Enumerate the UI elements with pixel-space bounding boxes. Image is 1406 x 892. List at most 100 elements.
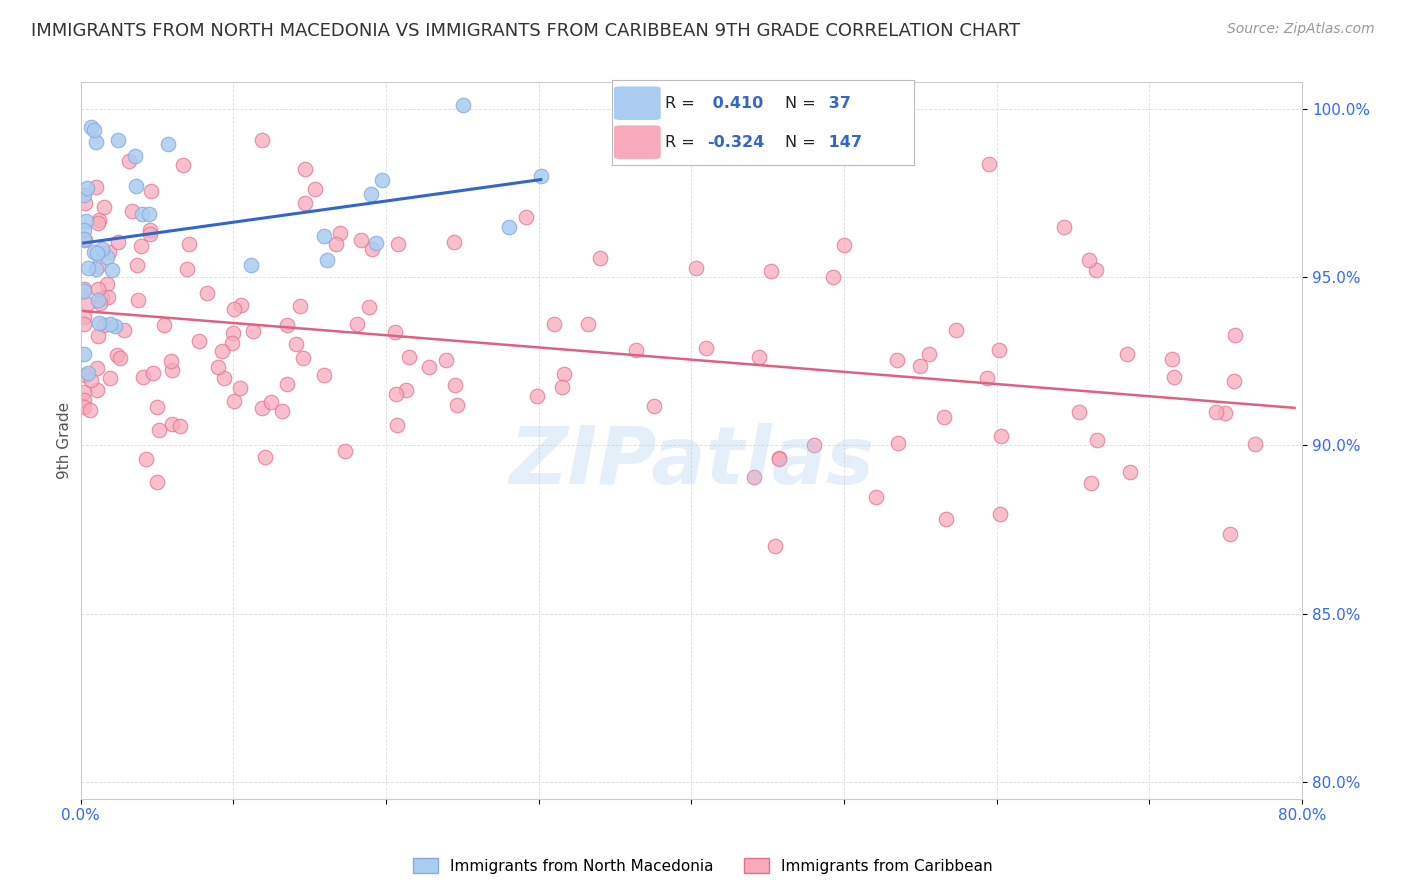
Point	[385, 417, 408, 432]
Point	[364, 235, 387, 250]
Point	[75, 368, 97, 383]
Point	[290, 299, 312, 313]
Point	[271, 404, 294, 418]
Text: 0.410: 0.410	[707, 95, 763, 111]
Point	[988, 508, 1011, 522]
Point	[316, 252, 339, 267]
Point	[86, 262, 108, 277]
Point	[276, 318, 298, 332]
Point	[768, 451, 790, 466]
Point	[160, 417, 183, 431]
Point	[254, 450, 277, 464]
Point	[231, 298, 253, 312]
Point	[748, 350, 770, 364]
Point	[935, 512, 957, 526]
Point	[118, 154, 141, 169]
Point	[211, 343, 233, 358]
Point	[107, 235, 129, 249]
Point	[93, 318, 115, 333]
Point	[1222, 374, 1244, 388]
Point	[384, 325, 406, 339]
Point	[73, 232, 96, 246]
Point	[276, 376, 298, 391]
Point	[768, 451, 790, 466]
Point	[252, 133, 274, 147]
Point	[976, 371, 998, 385]
Point	[530, 169, 553, 184]
Point	[398, 350, 420, 364]
Point	[1053, 220, 1076, 235]
Point	[1223, 328, 1246, 343]
Point	[141, 184, 163, 198]
Point	[887, 435, 910, 450]
Point	[359, 300, 381, 314]
Y-axis label: 9th Grade: 9th Grade	[58, 401, 72, 479]
Text: 147: 147	[824, 135, 862, 150]
Point	[834, 237, 856, 252]
Text: N =: N =	[786, 135, 821, 150]
Point	[387, 236, 409, 251]
Point	[742, 470, 765, 484]
Point	[543, 317, 565, 331]
Point	[294, 162, 316, 177]
Point	[84, 180, 107, 194]
Point	[72, 222, 94, 236]
Point	[86, 135, 108, 149]
Point	[176, 262, 198, 277]
Point	[195, 286, 218, 301]
Point	[643, 400, 665, 414]
Point	[384, 387, 406, 401]
Point	[90, 243, 112, 257]
Point	[526, 388, 548, 402]
Point	[76, 297, 98, 311]
Point	[86, 360, 108, 375]
Point	[72, 317, 94, 331]
Point	[329, 226, 352, 240]
Point	[333, 444, 356, 458]
Point	[1116, 347, 1139, 361]
Point	[908, 359, 931, 374]
Point	[98, 244, 121, 259]
Point	[79, 403, 101, 417]
Point	[145, 475, 167, 489]
Point	[360, 242, 382, 256]
Text: R =: R =	[665, 135, 699, 150]
Point	[139, 227, 162, 242]
Point	[292, 351, 315, 366]
Point	[101, 263, 124, 277]
Point	[142, 366, 165, 380]
Point	[515, 210, 537, 224]
Point	[98, 371, 121, 385]
Point	[695, 341, 717, 355]
Point	[93, 200, 115, 214]
Point	[1119, 466, 1142, 480]
Point	[865, 490, 887, 504]
Point	[160, 353, 183, 368]
Point	[87, 316, 110, 330]
Point	[945, 323, 967, 337]
Point	[346, 317, 368, 331]
Point	[803, 437, 825, 451]
Point	[87, 212, 110, 227]
Point	[294, 195, 316, 210]
Point	[228, 381, 250, 395]
Point	[1213, 406, 1236, 420]
Point	[553, 367, 575, 381]
Point	[107, 347, 129, 361]
Point	[76, 181, 98, 195]
Point	[252, 401, 274, 416]
Point	[73, 196, 96, 211]
Point	[72, 347, 94, 361]
Text: N =: N =	[786, 95, 821, 111]
Point	[135, 452, 157, 467]
Point	[1243, 437, 1265, 451]
Point	[75, 214, 97, 228]
Point	[314, 229, 336, 244]
Point	[1067, 405, 1090, 419]
Point	[72, 285, 94, 299]
Point	[112, 323, 135, 337]
Point	[177, 237, 200, 252]
Point	[498, 220, 520, 235]
Point	[551, 380, 574, 394]
Point	[239, 258, 262, 272]
